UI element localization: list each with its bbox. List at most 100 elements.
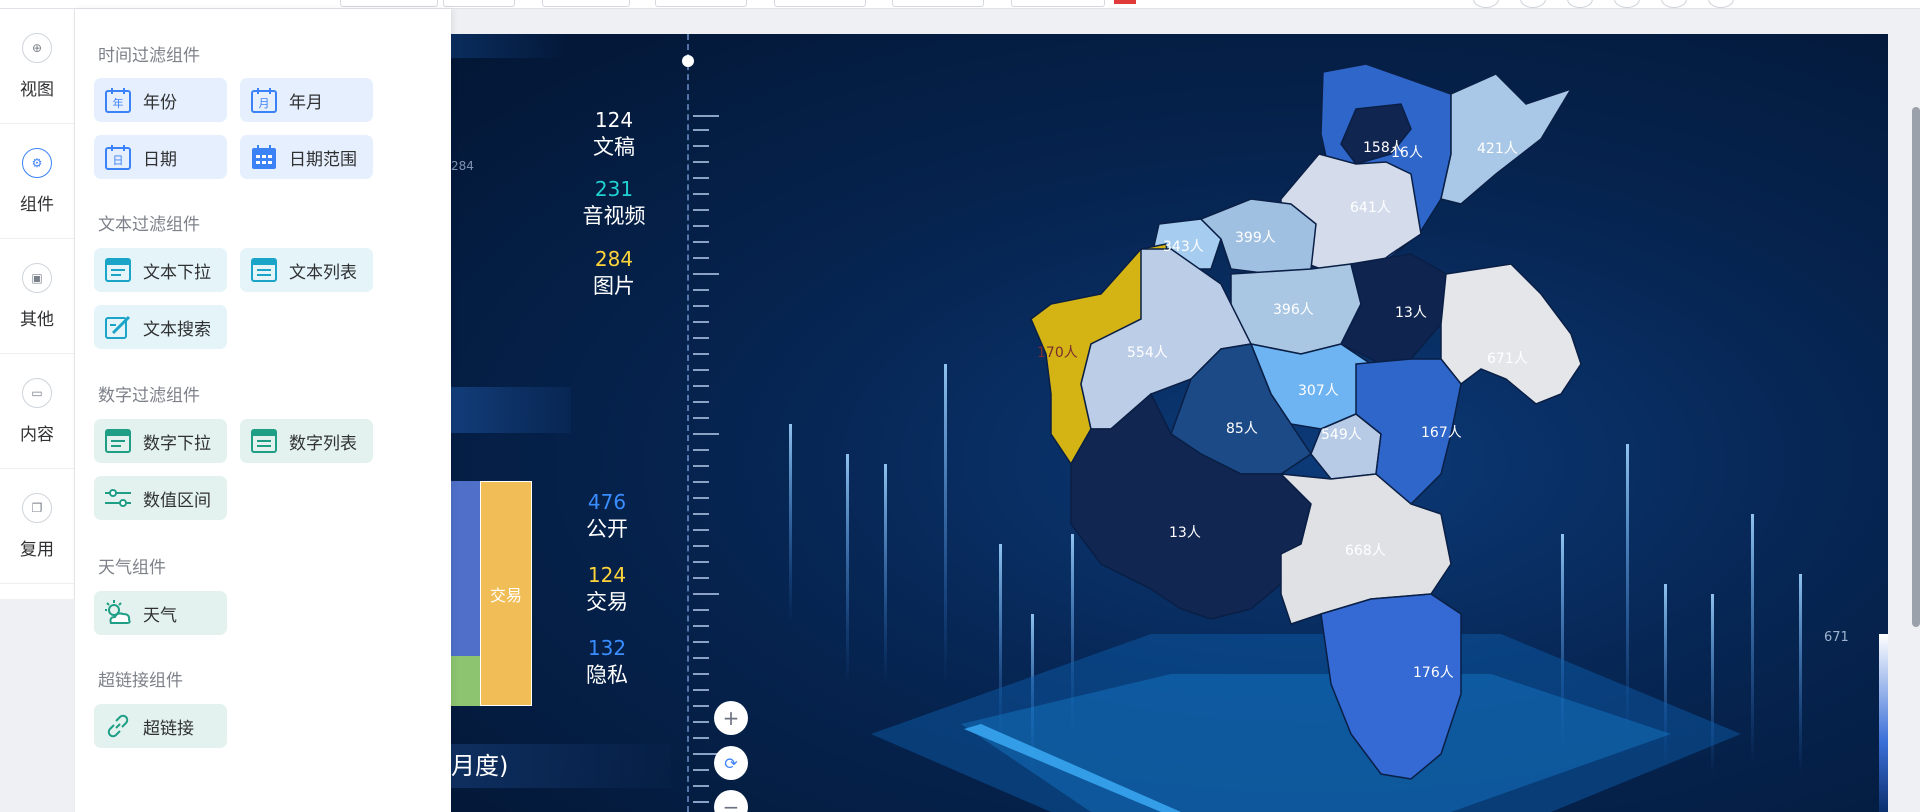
toolbar-button[interactable] <box>1011 0 1105 7</box>
timeline-line <box>687 34 689 812</box>
rail-item-reuse[interactable]: ❐ 复用 <box>0 469 74 584</box>
stat-value: 124 <box>594 108 634 132</box>
toolbar-icon-button[interactable] <box>1473 0 1499 8</box>
component-label: 年份 <box>143 92 177 113</box>
component-year-month[interactable]: 月 年月 <box>240 78 373 122</box>
slider-range-icon <box>103 483 133 513</box>
region-label: 641人 <box>1350 200 1391 216</box>
toolbar-button[interactable] <box>655 0 747 7</box>
toolbar-icon-button[interactable] <box>1520 0 1546 8</box>
timeline-handle[interactable] <box>682 55 694 67</box>
rail-item-other[interactable]: ▣ 其他 <box>0 239 74 354</box>
edit-search-icon <box>103 312 133 342</box>
component-label: 文本搜索 <box>143 319 211 340</box>
timeline-ruler <box>693 115 719 803</box>
component-number-list[interactable]: 数字列表 <box>240 419 373 463</box>
component-date[interactable]: 日 日期 <box>94 135 227 179</box>
legend-gradient[interactable] <box>1879 634 1888 812</box>
toolbar-button[interactable] <box>774 0 866 7</box>
toolbar-icon-button[interactable] <box>1614 0 1640 8</box>
toolbar-button[interactable] <box>892 0 984 7</box>
region-label: 668人 <box>1345 543 1386 559</box>
component-text-search[interactable]: 文本搜索 <box>94 305 227 349</box>
stat-label: 隐私 <box>586 663 628 687</box>
region-label: 396人 <box>1273 302 1314 318</box>
reset-view-button[interactable]: ⟳ <box>714 746 748 780</box>
stat-media: 231 音视频 <box>569 176 659 230</box>
treemap-cell <box>451 656 480 706</box>
region-label: 13人 <box>1395 305 1427 321</box>
rail-item-label: 组件 <box>20 194 54 215</box>
rail-item-components[interactable]: ⚙ 组件 <box>0 124 74 239</box>
calendar-day-icon: 日 <box>103 142 133 172</box>
group-title: 时间过滤组件 <box>98 46 200 66</box>
component-weather[interactable]: 天气 <box>94 591 227 635</box>
vertical-scrollbar[interactable] <box>1912 107 1920 627</box>
toolbar-button[interactable] <box>443 0 515 7</box>
toolbar-icon-button[interactable] <box>1708 0 1734 8</box>
component-panel: 时间过滤组件 年 年份 月 年月 日 日期 日期范围 文本过滤组件 文本下拉 <box>75 9 451 812</box>
rail-item-view[interactable]: ⊕ 视图 <box>0 9 74 124</box>
region-label: 85人 <box>1226 421 1258 437</box>
province-map <box>1030 63 1582 780</box>
printer-icon: ▣ <box>22 262 52 293</box>
text-list-icon <box>249 255 279 285</box>
chart-title: 月度) <box>451 744 671 788</box>
section-band <box>451 387 571 433</box>
group-title: 超链接组件 <box>98 671 183 691</box>
zoom-in-button[interactable]: + <box>714 701 748 735</box>
region-label: 549人 <box>1321 427 1362 443</box>
gear-icon: ⚙ <box>22 147 52 178</box>
component-hyperlink[interactable]: 超链接 <box>94 704 227 748</box>
dropdown-list-icon <box>103 426 133 456</box>
rail-item-label: 视图 <box>20 79 54 100</box>
calendar-range-icon <box>249 142 279 172</box>
region-label: 167人 <box>1421 425 1462 441</box>
stat-value: 124 <box>587 563 627 587</box>
region-label: 158人 <box>1363 140 1404 156</box>
component-text-list[interactable]: 文本列表 <box>240 248 373 292</box>
copy-icon: ❐ <box>22 492 52 523</box>
stat-value: 231 <box>594 177 634 201</box>
rail-item-label: 复用 <box>20 539 54 560</box>
component-number-range[interactable]: 数值区间 <box>94 476 227 520</box>
group-title: 数字过滤组件 <box>98 386 200 406</box>
component-number-dropdown[interactable]: 数字下拉 <box>94 419 227 463</box>
toolbar-button[interactable] <box>340 0 438 7</box>
rail-item-content[interactable]: ▭ 内容 <box>0 354 74 469</box>
map-background-decor <box>789 364 1802 812</box>
group-title: 文本过滤组件 <box>98 215 200 235</box>
stat-value: 476 <box>587 490 627 514</box>
calendar-month-icon: 月 <box>249 85 279 115</box>
svg-text:日: 日 <box>113 154 124 167</box>
link-icon <box>103 711 133 741</box>
map-region <box>1440 263 1582 405</box>
toolbar-icon-button[interactable] <box>1567 0 1593 8</box>
component-label: 数值区间 <box>143 490 211 511</box>
region-label: 399人 <box>1235 230 1276 246</box>
plus-circle-icon: ⊕ <box>22 32 52 63</box>
component-text-dropdown[interactable]: 文本下拉 <box>94 248 227 292</box>
svg-text:年: 年 <box>113 96 124 110</box>
toolbar-button[interactable] <box>542 0 630 7</box>
stat-public: 476 公开 <box>562 489 652 543</box>
region-label: 176人 <box>1413 665 1454 681</box>
component-date-range[interactable]: 日期范围 <box>240 135 373 179</box>
faint-axis-value: 284 <box>451 159 474 173</box>
component-year[interactable]: 年 年份 <box>94 78 227 122</box>
stat-label: 交易 <box>586 590 628 614</box>
region-label: 421人 <box>1477 141 1518 157</box>
top-toolbar <box>0 0 1920 9</box>
component-label: 数字列表 <box>289 433 357 454</box>
stat-label: 文稿 <box>593 135 635 159</box>
svg-text:月: 月 <box>259 97 270 110</box>
stat-value: 284 <box>594 247 634 271</box>
panel-header-bar <box>451 34 571 58</box>
treemap-cell <box>451 481 480 656</box>
map-region <box>1320 593 1462 780</box>
toolbar-icon-button[interactable] <box>1661 0 1687 8</box>
rail-item-label: 其他 <box>20 309 54 330</box>
component-label: 日期 <box>143 149 177 170</box>
stat-trade: 124 交易 <box>562 562 652 616</box>
zoom-out-button[interactable]: − <box>714 790 748 812</box>
